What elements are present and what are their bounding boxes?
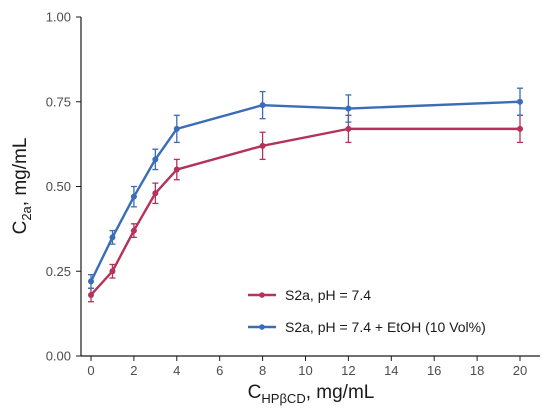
y-axis-ticks: 0.00 0.25 0.50 0.75 1.00 [46, 10, 81, 364]
x-axis-title-suffix: , mg/mL [306, 382, 375, 403]
y-axis-title-sub: 2a [19, 205, 34, 220]
x-axis-ticks: 0 2 4 6 8 10 12 14 16 18 20 [87, 356, 527, 378]
y-tick-label: 0.00 [46, 349, 71, 364]
data-point [259, 142, 266, 149]
x-tick-label: 10 [298, 363, 312, 378]
legend-label-series-2: S2a, pH = 7.4 + EtOH (10 Vol%) [285, 319, 486, 335]
series-line [90, 127, 520, 296]
series-line [89, 100, 521, 282]
x-tick-label: 12 [341, 363, 355, 378]
legend-marker-series-2 [259, 324, 265, 330]
data-point [88, 291, 94, 298]
x-tick-label: 2 [130, 363, 137, 378]
data-point [152, 156, 159, 163]
data-point [130, 193, 137, 200]
legend-label-series-1: S2a, pH = 7.4 [285, 287, 371, 303]
x-axis-title: CHPβCD, mg/mL [248, 382, 375, 406]
data-point [173, 166, 180, 173]
data-point [109, 268, 116, 275]
x-tick-label: 16 [427, 363, 441, 378]
series-1 [88, 114, 523, 303]
data-point [173, 125, 180, 132]
x-tick-label: 8 [259, 363, 266, 378]
x-axis-title-sub: HPβCD [261, 391, 305, 406]
plot-area [88, 87, 523, 303]
x-tick-label: 14 [384, 363, 398, 378]
legend: S2a, pH = 7.4 S2a, pH = 7.4 + EtOH (10 V… [248, 287, 486, 335]
x-tick-label: 6 [216, 363, 223, 378]
series-2 [88, 87, 523, 289]
data-point [345, 105, 352, 112]
legend-marker-series-1 [259, 292, 265, 298]
y-axis-title-main: C [10, 221, 31, 235]
legend-item-series-2: S2a, pH = 7.4 + EtOH (10 Vol%) [248, 319, 486, 335]
data-point [152, 190, 159, 197]
y-tick-label: 0.75 [46, 94, 71, 109]
y-tick-label: 0.25 [46, 264, 71, 279]
data-point [345, 125, 352, 132]
legend-item-series-1: S2a, pH = 7.4 [248, 287, 371, 303]
x-tick-label: 20 [513, 363, 527, 378]
data-point [259, 102, 266, 109]
x-tick-label: 0 [87, 363, 94, 378]
y-tick-label: 0.50 [46, 179, 71, 194]
y-tick-label: 1.00 [46, 10, 71, 25]
data-point [88, 278, 94, 285]
x-axis-title-main: C [248, 382, 262, 403]
data-point [517, 125, 523, 132]
y-axis-title: C2a, mg/mL [10, 138, 34, 235]
x-tick-label: 4 [173, 363, 180, 378]
data-point [517, 98, 523, 105]
y-axis-title-suffix: , mg/mL [10, 138, 31, 207]
x-tick-label: 18 [470, 363, 484, 378]
data-point [130, 227, 137, 234]
data-point [109, 234, 116, 241]
